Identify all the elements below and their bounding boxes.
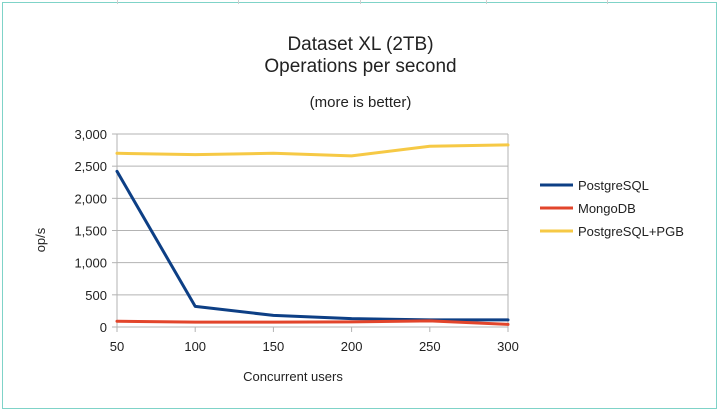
x-tick-label: 150 bbox=[263, 339, 285, 354]
top-border-strip bbox=[0, 0, 721, 4]
chart-title-line-2: Operations per second bbox=[264, 56, 457, 77]
y-tick-label: 2,500 bbox=[74, 159, 107, 174]
legend-label: PostgreSQL bbox=[578, 178, 649, 193]
y-tick-label: 3,000 bbox=[74, 127, 107, 142]
series-lines bbox=[115, 143, 510, 326]
series-line-mongodb bbox=[115, 319, 510, 326]
chart-title-line-1: Dataset XL (2TB) bbox=[287, 34, 434, 55]
x-axis-title: Concurrent users bbox=[243, 369, 343, 384]
x-tick-label: 300 bbox=[497, 339, 519, 354]
x-tick-label: 50 bbox=[110, 339, 124, 354]
legend-label: PostgreSQL+PGB bbox=[578, 224, 684, 239]
y-tick-label: 0 bbox=[100, 320, 107, 335]
series-line-postgresql-pgb bbox=[115, 143, 510, 158]
y-axis-ticks: 0 500 1,000 1,500 2,000 2,500 3,000 bbox=[74, 127, 107, 335]
y-tick-label: 1,000 bbox=[74, 256, 107, 271]
chart-subtitle: (more is better) bbox=[309, 94, 412, 111]
y-tick-label: 500 bbox=[85, 288, 107, 303]
chart-frame bbox=[2, 2, 717, 409]
x-tick-label: 100 bbox=[184, 339, 206, 354]
x-tick-label: 250 bbox=[419, 339, 441, 354]
legend: PostgreSQL MongoDB PostgreSQL+PGB bbox=[540, 178, 684, 239]
series-line-postgresql bbox=[115, 169, 510, 322]
legend-label: MongoDB bbox=[578, 201, 636, 216]
y-tick-label: 2,000 bbox=[74, 191, 107, 206]
x-axis-ticks: 50 100 150 200 250 300 bbox=[110, 339, 519, 354]
y-tick-label: 1,500 bbox=[74, 224, 107, 239]
y-axis-title: op/s bbox=[33, 227, 48, 252]
grid-lines bbox=[112, 133, 509, 332]
x-tick-label: 200 bbox=[341, 339, 363, 354]
